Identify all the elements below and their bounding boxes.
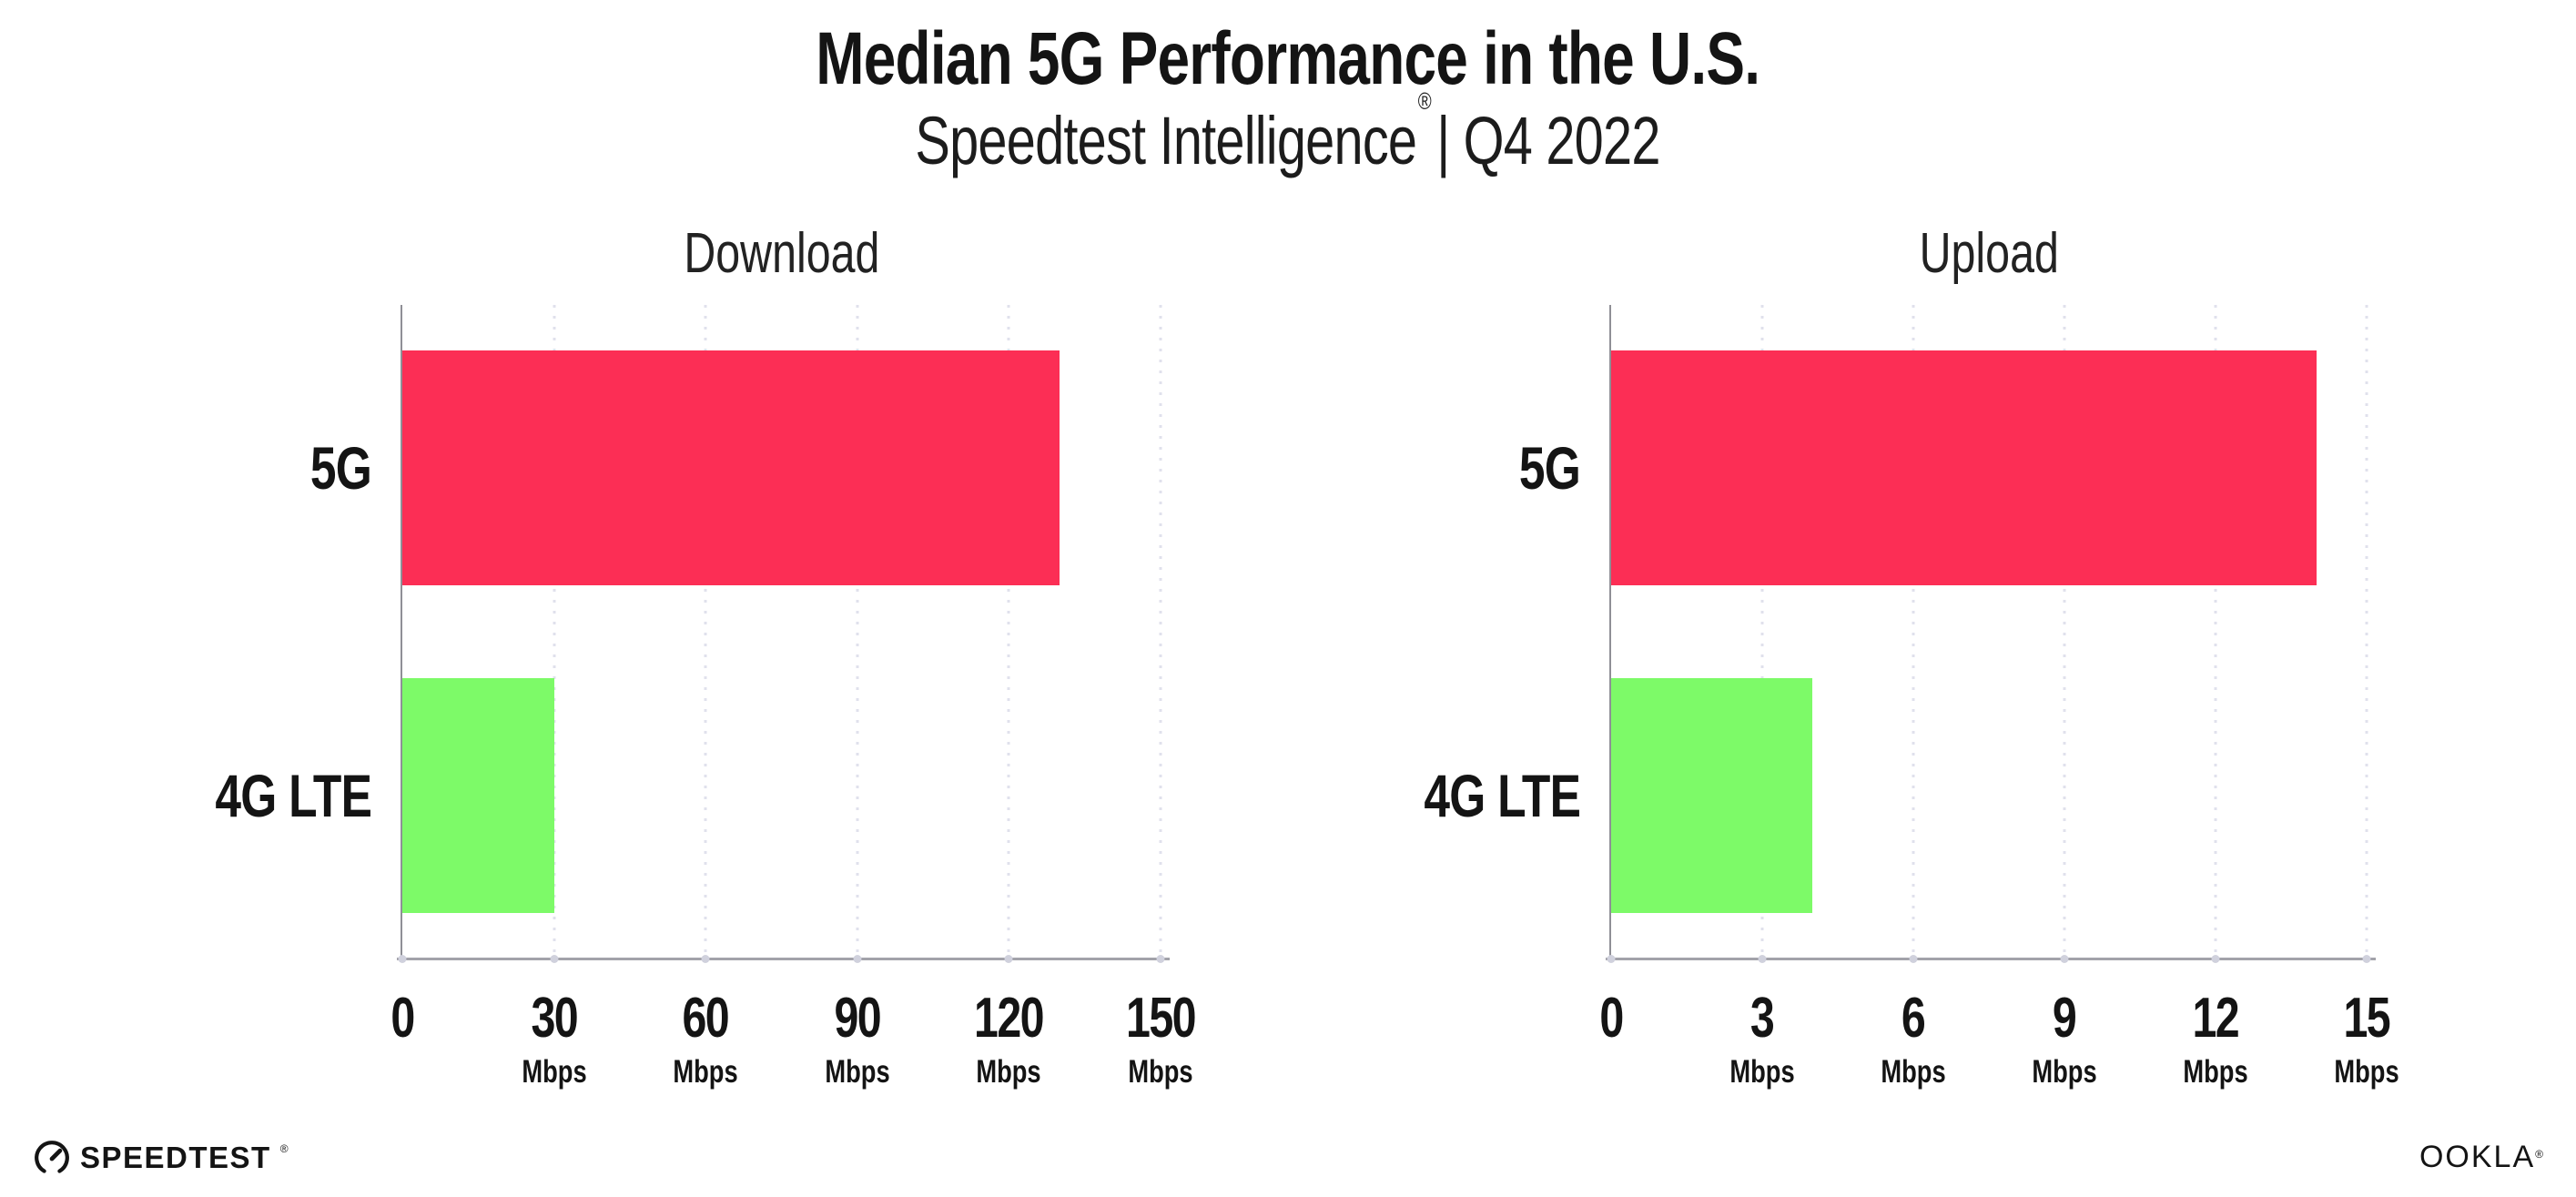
bar-5g-download (402, 350, 1060, 585)
x-tick: 0 (388, 990, 417, 1047)
x-axis (397, 958, 1170, 960)
tick-dot (1156, 955, 1165, 963)
x-tick-unit: Mbps (2183, 1054, 2248, 1090)
registered-mark: ® (2535, 1148, 2545, 1161)
x-tick: 60 Mbps (664, 987, 746, 1090)
category-label-5g: 5G (0, 427, 372, 509)
x-tick-unit: Mbps (1128, 1054, 1193, 1090)
tick-dot (398, 955, 407, 963)
gridline (1159, 305, 1162, 959)
registered-mark: ® (1418, 87, 1432, 116)
x-tick-value: 30 (531, 987, 578, 1050)
tick-dot (1909, 955, 1918, 963)
category-label-4g-lte-text: 4G LTE (1424, 762, 1580, 829)
x-tick-value: 0 (1599, 987, 1624, 1050)
x-tick-unit: Mbps (673, 1054, 738, 1090)
x-tick: 15 Mbps (2325, 987, 2408, 1090)
speedtest-logo: SPEEDTEST ® (33, 1139, 289, 1177)
x-axis (1606, 958, 2376, 960)
gridline (553, 305, 556, 959)
tick-dot (1004, 955, 1013, 963)
x-tick: 3 Mbps (1720, 987, 1803, 1090)
gridline (1007, 305, 1010, 959)
x-tick-value: 90 (834, 987, 881, 1050)
chart-title-download: Download (402, 221, 1161, 286)
gridline (2214, 305, 2217, 959)
gridline (704, 305, 707, 959)
tick-dot (2211, 955, 2220, 963)
x-tick-unit: Mbps (1729, 1054, 1795, 1090)
bar-4g-lte-download (402, 678, 554, 913)
plot-area-upload: 5G 4G LTE (1424, 305, 2376, 963)
chart-title-upload: Upload (1611, 221, 2367, 286)
x-tick: 30 Mbps (512, 987, 595, 1090)
category-label-5g-text: 5G (309, 434, 372, 502)
gridline (1760, 305, 1764, 959)
x-tick-labels: 0 3 Mbps 6 Mbps 9 Mbps 12 Mbps 15 Mbps (1599, 987, 2399, 1118)
tick-dot (2362, 955, 2371, 963)
ookla-wordmark: OOKLA (2419, 1140, 2536, 1174)
speedtest-wordmark: SPEEDTEST (80, 1141, 271, 1174)
category-label-5g-text: 5G (1518, 434, 1581, 502)
page-subtitle-text: Speedtest Intelligence®| Q4 2022 (915, 87, 1661, 179)
category-label-5g: 5G (1034, 427, 1581, 509)
chart-title-upload-text: Upload (1919, 222, 2059, 285)
x-tick-value: 0 (390, 987, 415, 1050)
x-tick-value: 9 (2053, 987, 2077, 1050)
x-tick-value: 60 (682, 987, 730, 1050)
gridline (2365, 305, 2368, 959)
x-tick-unit: Mbps (976, 1054, 1042, 1090)
subtitle-period: | Q4 2022 (1436, 103, 1661, 178)
x-tick-labels: 0 30 Mbps 60 Mbps 90 Mbps 120 Mbps 150 M… (390, 987, 1196, 1118)
bar-4g-lte-upload (1611, 678, 1813, 913)
x-tick-unit: Mbps (1881, 1054, 1946, 1090)
speedtest-gauge-icon (33, 1139, 71, 1177)
x-tick: 150 Mbps (1116, 987, 1204, 1090)
page-title: Median 5G Performance in the U.S. (0, 16, 2576, 102)
gridline (2063, 305, 2066, 959)
gridline (1912, 305, 1915, 959)
x-tick-value: 3 (1750, 987, 1775, 1050)
plot-area-download: 5G 4G LTE (215, 305, 1170, 963)
x-tick-value: 12 (2192, 987, 2240, 1050)
chart-title-download-text: Download (683, 222, 880, 285)
gridline (856, 305, 859, 959)
y-axis (1609, 305, 1611, 959)
tick-dot (701, 955, 710, 963)
tick-dot (1758, 955, 1767, 963)
x-tick-value: 120 (974, 987, 1045, 1050)
x-tick: 6 Mbps (1871, 987, 1954, 1090)
y-axis (401, 305, 402, 959)
page-subtitle: Speedtest Intelligence®| Q4 2022 (0, 87, 2576, 179)
page-title-text: Median 5G Performance in the U.S. (816, 17, 1761, 100)
subtitle-brand: Speedtest Intelligence (915, 103, 1418, 178)
chart-panel-upload: Upload 5G 4G LTE 0 3 Mbps 6 (1424, 0, 2399, 1197)
x-tick: 90 Mbps (816, 987, 898, 1090)
x-tick-unit: Mbps (2334, 1054, 2399, 1090)
tick-dot (550, 955, 559, 963)
tick-dot (1607, 955, 1616, 963)
x-tick: 12 Mbps (2174, 987, 2257, 1090)
tick-dot (853, 955, 862, 963)
registered-mark: ® (279, 1142, 289, 1155)
x-tick-value: 150 (1125, 987, 1197, 1050)
x-tick-unit: Mbps (825, 1054, 890, 1090)
x-tick-unit: Mbps (2032, 1054, 2097, 1090)
category-label-4g-lte: 4G LTE (1034, 755, 1580, 837)
bar-5g-upload (1611, 350, 2317, 585)
category-label-4g-lte-text: 4G LTE (215, 762, 371, 829)
x-tick: 0 (1597, 990, 1626, 1047)
x-tick-unit: Mbps (521, 1054, 587, 1090)
category-label-4g-lte: 4G LTE (0, 755, 371, 837)
ookla-logo: OOKLA® (2419, 1140, 2545, 1175)
chart-panel-download: Download 5G 4G LTE 0 30 Mbps 60 (215, 0, 1196, 1197)
x-tick-value: 6 (1902, 987, 1926, 1050)
x-tick: 120 Mbps (965, 987, 1053, 1090)
x-tick-value: 15 (2343, 987, 2391, 1050)
x-tick: 9 Mbps (2023, 987, 2105, 1090)
tick-dot (2060, 955, 2069, 963)
